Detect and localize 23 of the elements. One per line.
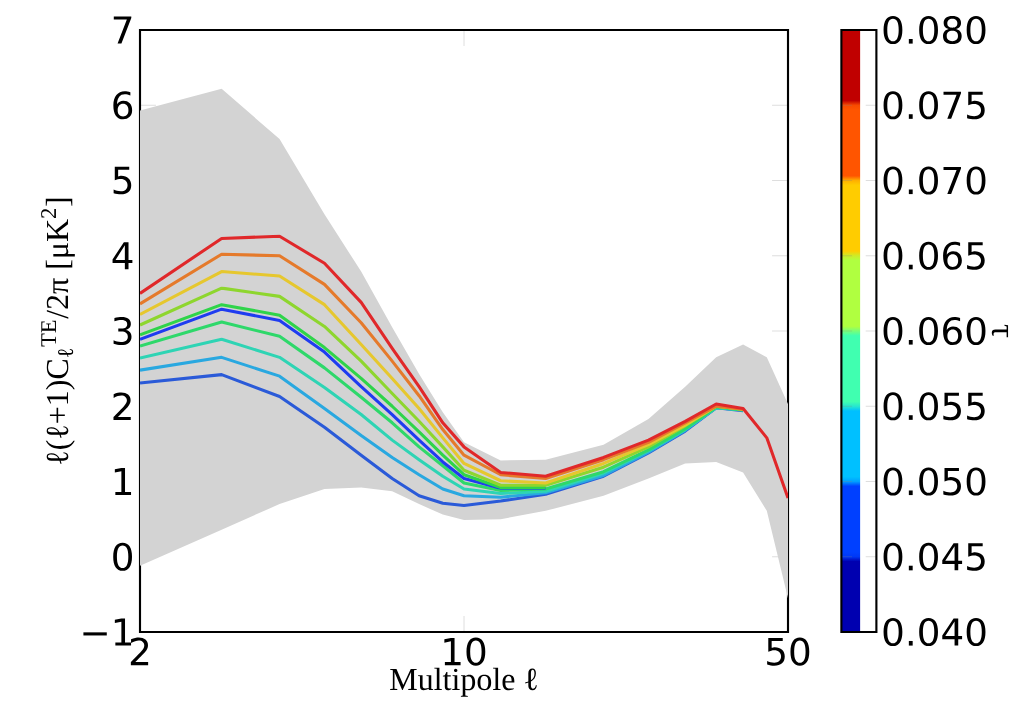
y-axis-title: ℓ(ℓ+1)C$_{ℓ}$$^{TE}$/2π [μK$^{2}$]	[41, 198, 75, 464]
y-tick-label: 7	[113, 16, 132, 44]
y-tick-label: 6	[113, 91, 133, 120]
y-tick-label: 2	[113, 392, 131, 421]
color-bar-label: 0.050	[883, 467, 986, 496]
y-tick-label: 5	[113, 166, 132, 195]
color-bar-label: 0.060	[883, 316, 986, 346]
color-bar-label: 0.080	[883, 15, 986, 45]
x-tick-label: 50	[767, 637, 810, 666]
color-bar-label: 0.045	[883, 542, 985, 571]
color-bar-label: 0.040	[883, 617, 986, 647]
color-bar-title: τ	[991, 324, 1009, 338]
x-tick-label: 10	[444, 637, 486, 666]
y-tick-label: 4	[112, 242, 133, 270]
y-tick-label: 0	[113, 542, 132, 571]
y-tick-label: 1	[114, 467, 132, 496]
color-bar-label: 0.075	[883, 91, 985, 120]
color-bar-label: 0.070	[883, 166, 986, 195]
color-bar-label: 0.065	[883, 241, 985, 270]
x-axis-title: Multipole ℓ	[390, 667, 537, 697]
color-bar-label: 0.055	[883, 392, 985, 421]
y-tick-label: −1	[83, 618, 132, 646]
y-tick-label: 3	[113, 316, 132, 346]
